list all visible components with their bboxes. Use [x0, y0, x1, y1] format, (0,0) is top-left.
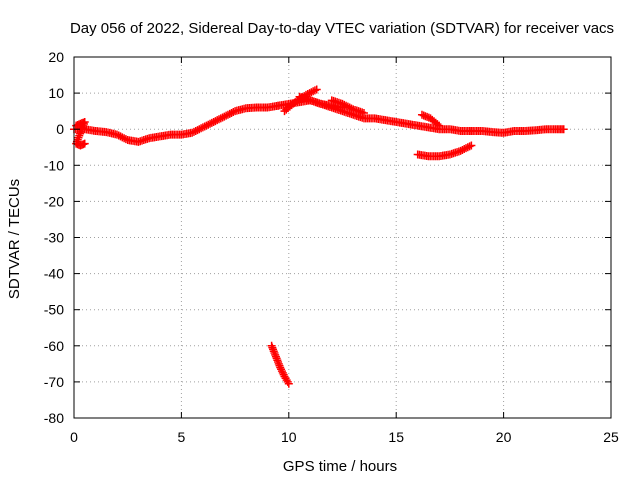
data-point — [467, 141, 476, 150]
data-point — [433, 120, 442, 129]
data-point — [284, 379, 293, 388]
series-trace-main-1 — [70, 101, 283, 146]
data-point — [200, 122, 209, 131]
x-axis-label: GPS time / hours — [283, 458, 397, 475]
data-point — [229, 108, 238, 117]
data-point — [347, 104, 356, 113]
series-trace-tail — [467, 125, 568, 137]
data-point — [191, 127, 200, 136]
data-point — [310, 86, 319, 95]
data-point — [225, 109, 234, 118]
data-point — [118, 133, 127, 142]
data-point — [359, 108, 368, 117]
data-point — [198, 123, 207, 132]
data-point — [465, 142, 474, 151]
data-point — [278, 368, 287, 377]
data-point — [277, 367, 286, 376]
data-point — [204, 120, 213, 129]
y-tick-label: -10 — [44, 157, 64, 173]
data-point — [305, 89, 314, 98]
data-points — [70, 85, 568, 388]
series-trace-upper-d — [417, 110, 444, 130]
x-tick-label: 5 — [178, 429, 186, 445]
data-point — [120, 134, 129, 143]
data-point — [197, 124, 206, 133]
series-trace-upper-b — [295, 92, 347, 112]
chart-title: Day 056 of 2022, Sidereal Day-to-day VTE… — [70, 20, 614, 37]
data-point — [283, 377, 292, 386]
y-tick-label: -60 — [44, 338, 64, 354]
series-trace-outlier — [267, 341, 293, 388]
series-trace-upper-c — [327, 96, 368, 117]
data-point — [195, 125, 204, 134]
data-point — [342, 101, 351, 110]
x-tick-label: 20 — [496, 429, 512, 445]
data-point — [309, 87, 318, 96]
data-point — [206, 119, 215, 128]
data-point — [463, 143, 472, 152]
y-tick-label: -20 — [44, 193, 64, 209]
y-tick-label: -40 — [44, 266, 64, 282]
data-point — [209, 117, 218, 126]
data-point — [207, 118, 216, 127]
axis-ticks: 0 5 10 15 20 25 -80 -70 -60 -50 -40 -30 -20 -10 0 10 20 — [44, 49, 619, 445]
y-tick-label: -80 — [44, 410, 64, 426]
x-tick-label: 0 — [70, 429, 78, 445]
data-point — [193, 126, 202, 135]
grid-lines — [74, 57, 611, 418]
data-point — [80, 139, 89, 148]
data-point — [202, 121, 211, 130]
series-trace-lower-arc — [413, 141, 476, 161]
data-point — [462, 144, 471, 153]
data-point — [559, 125, 568, 134]
data-point — [435, 121, 444, 130]
y-tick-label: 10 — [48, 85, 64, 101]
y-tick-label: -30 — [44, 230, 64, 246]
data-point — [211, 117, 220, 126]
data-point — [218, 113, 227, 122]
data-point — [277, 365, 286, 374]
data-point — [456, 146, 465, 155]
x-tick-label: 15 — [388, 429, 404, 445]
data-point — [458, 145, 467, 154]
data-point — [121, 135, 130, 144]
data-point — [223, 110, 232, 119]
data-point — [276, 363, 285, 372]
data-point — [220, 112, 229, 121]
data-point — [343, 102, 352, 111]
data-point — [307, 88, 316, 97]
x-tick-label: 10 — [281, 429, 297, 445]
data-point — [114, 131, 123, 140]
data-point — [189, 127, 198, 136]
data-point — [460, 145, 469, 154]
data-point — [227, 108, 236, 117]
y-tick-label: 20 — [48, 49, 64, 65]
data-point — [188, 128, 197, 137]
y-tick-label: -50 — [44, 302, 64, 318]
data-point — [222, 111, 231, 120]
data-point — [214, 115, 223, 124]
data-point — [112, 130, 121, 139]
data-point — [216, 114, 225, 123]
data-point — [340, 100, 349, 109]
data-point — [213, 116, 222, 125]
y-axis-label: SDTVAR / TECUs — [6, 179, 23, 299]
data-point — [338, 99, 347, 108]
series-trace-start — [72, 117, 89, 150]
x-tick-label: 25 — [603, 429, 619, 445]
data-point — [345, 103, 354, 112]
y-tick-label: 0 — [56, 121, 64, 137]
y-tick-label: -70 — [44, 374, 64, 390]
data-point — [312, 85, 321, 94]
data-point — [116, 132, 125, 141]
